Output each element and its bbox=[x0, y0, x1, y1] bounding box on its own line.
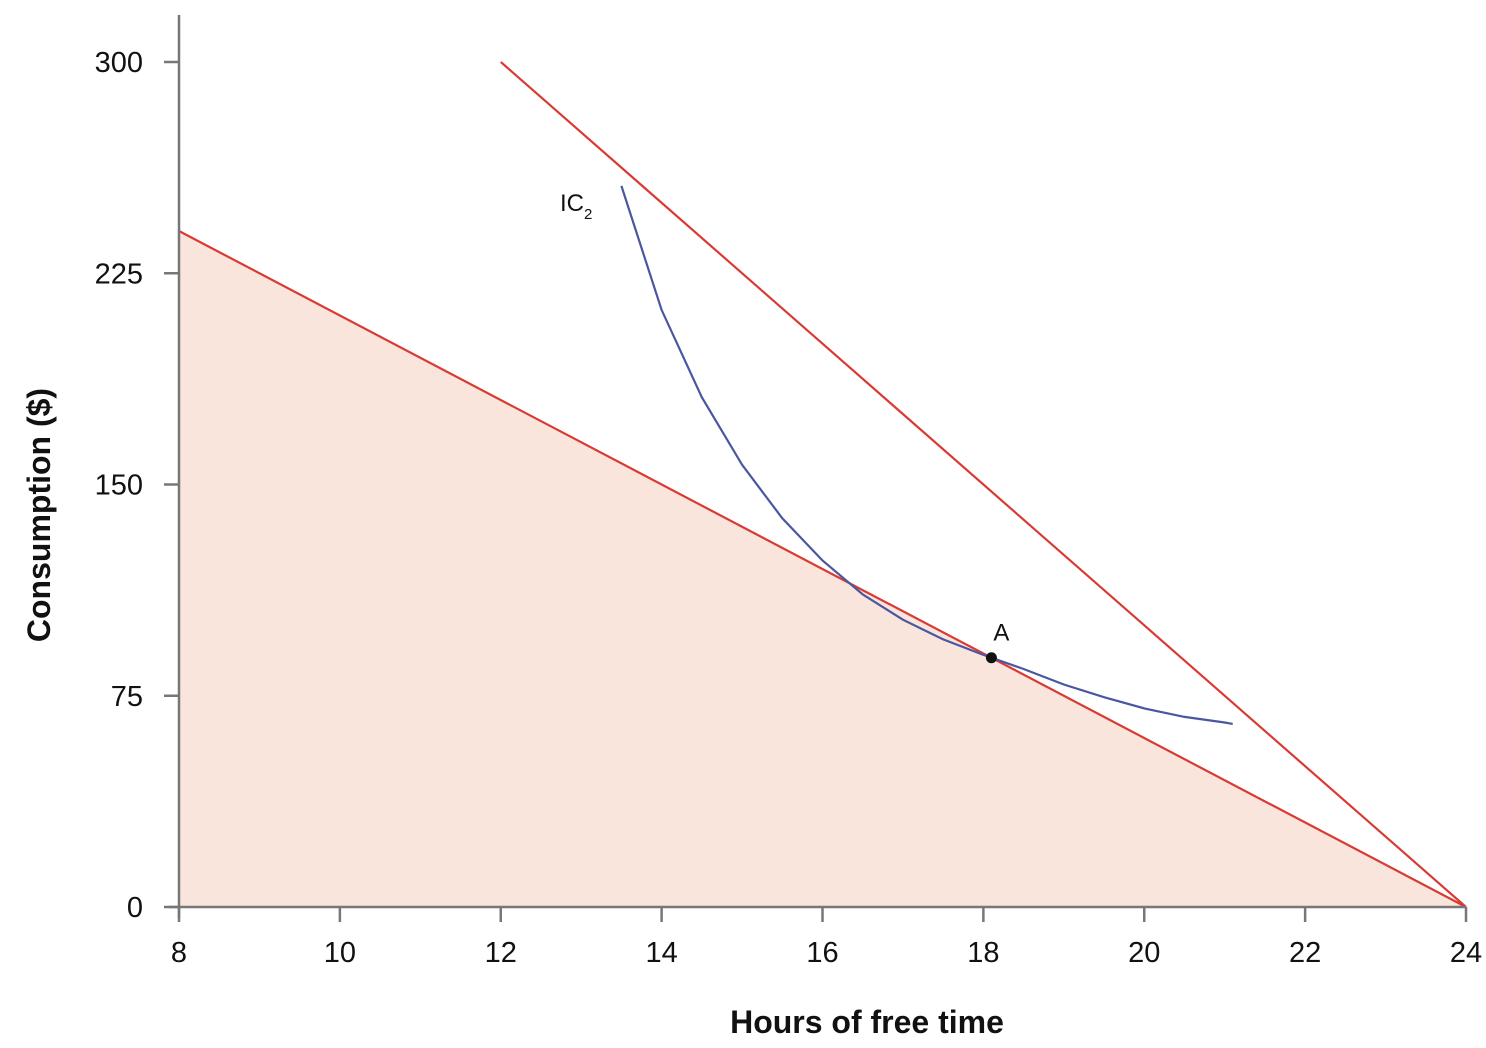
y-tick-label: 75 bbox=[111, 681, 143, 713]
budget-line-1 bbox=[178, 230, 1467, 908]
x-tick-label: 14 bbox=[645, 937, 677, 969]
x-tick-label: 22 bbox=[1289, 937, 1321, 969]
x-axis-ticks: 8 10 12 14 16 18 20 22 24 bbox=[171, 907, 1482, 969]
indifference-curve-ic2 bbox=[620, 185, 1233, 725]
ic2-label: IC2 bbox=[560, 190, 592, 223]
series-layer bbox=[178, 61, 1467, 908]
y-axis-ticks: 0 75 150 225 300 bbox=[95, 47, 179, 924]
point-a-label: A bbox=[993, 620, 1009, 647]
x-tick-label: 24 bbox=[1450, 937, 1482, 969]
x-tick-label: 10 bbox=[324, 937, 356, 969]
budget-line-2 bbox=[500, 61, 1467, 908]
x-tick-label: 18 bbox=[967, 937, 999, 969]
x-tick-label: 16 bbox=[806, 937, 838, 969]
x-tick-label: 20 bbox=[1128, 937, 1160, 969]
ic2-label-subscript: 2 bbox=[584, 206, 592, 223]
y-tick-label: 0 bbox=[127, 892, 143, 924]
y-tick-label: 225 bbox=[95, 258, 143, 290]
x-axis-title: Hours of free time bbox=[730, 1004, 1004, 1040]
x-tick-label: 8 bbox=[171, 937, 187, 969]
x-tick-label: 12 bbox=[485, 937, 517, 969]
y-axis-title: Consumption ($) bbox=[21, 388, 57, 642]
point-a-marker bbox=[985, 652, 997, 664]
y-tick-label: 300 bbox=[95, 47, 143, 79]
y-tick-label: 150 bbox=[95, 470, 143, 502]
